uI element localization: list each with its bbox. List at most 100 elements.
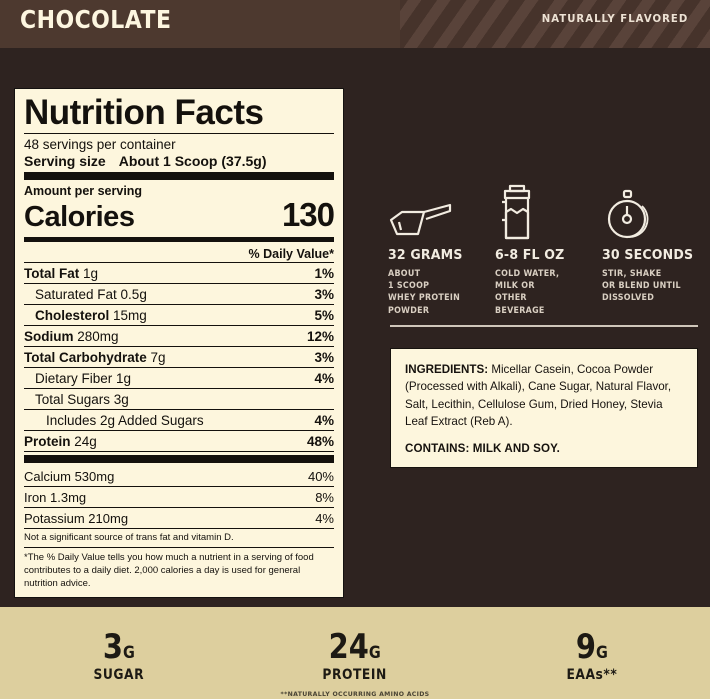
nutrient-label: Saturated Fat 0.5g (35, 286, 147, 302)
scoop-icon (388, 180, 486, 242)
stat-value: 9G (576, 630, 608, 664)
nutrient-label: Cholesterol 15mg (35, 307, 147, 323)
nutrition-facts-title: Nutrition Facts (24, 93, 264, 132)
direction-headline: 6-8 FL OZ (495, 247, 565, 263)
nutrient-row: Total Sugars 3g (24, 389, 334, 409)
mineral-daily-value: 4% (315, 510, 334, 526)
stat-label: PROTEIN (322, 666, 388, 683)
allergen-contains-statement: CONTAINS: MILK AND SOY. (405, 441, 560, 455)
flavor-name: CHOCOLATE (20, 5, 172, 34)
divider (24, 528, 334, 529)
divider (24, 486, 334, 487)
nutrient-daily-value: 4% (314, 370, 334, 386)
stat-eaas: 9G EAAs** (473, 607, 710, 699)
amount-per-serving-label: Amount per serving (24, 184, 143, 198)
mineral-label: Iron 1.3mg (24, 489, 87, 505)
mineral-label: Calcium 530mg (24, 468, 115, 484)
nutrient-row: Total Fat 1g 1% (24, 263, 334, 283)
nutrient-row: Includes 2g Added Sugars 4% (24, 410, 334, 430)
nutrient-row: Cholesterol 15mg 5% (24, 305, 334, 325)
mineral-row: Calcium 530mg 40% (24, 466, 334, 486)
stat-value: 3G (102, 630, 134, 664)
nutrient-daily-value: 1% (314, 265, 334, 281)
divider (24, 388, 334, 389)
nutrient-daily-value: 12% (306, 328, 334, 344)
stat-value: 24G (329, 630, 381, 664)
mineral-label: Potassium 210mg (24, 510, 129, 526)
stat-protein: 24G PROTEIN (237, 607, 474, 699)
stat-unit: G (369, 642, 382, 663)
nutrient-daily-value: 5% (314, 307, 334, 323)
nutrient-row: Saturated Fat 0.5g 3% (24, 284, 334, 304)
serving-size-row: Serving size About 1 Scoop (37.5g) (24, 152, 334, 169)
direction-headline: 32 GRAMS (388, 247, 463, 263)
nutrient-label: Total Fat 1g (24, 265, 99, 281)
nutrient-row: Dietary Fiber 1g 4% (24, 368, 334, 388)
stat-label: SUGAR (93, 666, 144, 683)
nutrient-row: Sodium 280mg 12% (24, 326, 334, 346)
divider (24, 546, 334, 548)
nutrient-label: Includes 2g Added Sugars (46, 412, 204, 428)
divider (24, 283, 334, 284)
stat-number: 9 (575, 626, 596, 667)
naturally-flavored-tag: NATURALLY FLAVORED (541, 12, 688, 25)
stat-unit: G (595, 642, 608, 663)
nutrient-daily-value: 3% (314, 286, 334, 302)
nutrient-label: Sodium 280mg (24, 328, 119, 344)
nutrient-rows: Total Fat 1g 1% Saturated Fat 0.5g 3% Choles… (24, 263, 334, 452)
nutrient-daily-value: 48% (306, 433, 334, 449)
not-significant-source-note: Not a significant source of trans fat an… (24, 532, 234, 543)
shaker-bottle-icon (495, 180, 593, 242)
nutrient-label: Total Carbohydrate 7g (24, 349, 166, 365)
divider (24, 346, 334, 347)
mineral-row: Iron 1.3mg 8% (24, 487, 334, 507)
mineral-row: Potassium 210mg 4% (24, 508, 334, 528)
divider (24, 409, 334, 410)
divider (24, 451, 334, 452)
diagonal-stripe-pattern (400, 0, 710, 48)
divider (24, 430, 334, 431)
ingredients-label: INGREDIENTS: (405, 363, 489, 376)
daily-value-header: % Daily Value* (248, 247, 334, 261)
nutrient-label: Total Sugars 3g (35, 391, 129, 407)
calories-row: Calories 130 (24, 196, 335, 234)
direction-detail: COLD WATER, MILK OR OTHER BEVERAGE (495, 268, 560, 315)
direction-headline: 30 SECONDS (602, 247, 694, 263)
divider (24, 507, 334, 508)
divider (24, 304, 334, 305)
stat-label: EAAs** (566, 667, 617, 683)
divider (24, 367, 334, 368)
stat-unit: G (122, 642, 135, 663)
direction-detail: STIR, SHAKE OR BLEND UNTIL DISSOLVED (602, 268, 681, 303)
nutrient-daily-value: 4% (314, 412, 334, 428)
stat-number: 24 (328, 626, 370, 667)
divider (24, 133, 334, 134)
calories-value: 130 (281, 196, 335, 233)
direction-step-liquid: 6-8 FL OZ COLD WATER, MILK OR OTHER BEVERAG… (495, 180, 593, 316)
direction-step-scoop: 32 GRAMS ABOUT 1 SCOOP WHEY PROTEIN POWDER (388, 180, 486, 316)
ingredients-list: Micellar Casein, Cocoa Powder (Processed… (405, 363, 672, 429)
stat-label-text: EAAs (566, 666, 604, 683)
divider-medium (24, 237, 334, 242)
stat-marker: ** (603, 666, 618, 683)
stat-sugar: 3G SUGAR (0, 607, 237, 699)
mineral-daily-value: 40% (307, 468, 334, 484)
calories-label: Calories (24, 201, 135, 233)
directions-row: 32 GRAMS ABOUT 1 SCOOP WHEY PROTEIN POWDER … (388, 180, 700, 316)
direction-detail: ABOUT 1 SCOOP WHEY PROTEIN POWDER (388, 268, 461, 315)
nutrient-label: Protein 24g (24, 433, 97, 449)
section-divider (390, 325, 698, 327)
divider-thick (24, 455, 334, 463)
divider-thick (24, 172, 334, 180)
nutrient-row: Total Carbohydrate 7g 3% (24, 347, 334, 367)
macro-stats-bar: 3G SUGAR 24G PROTEIN 9G EAAs** **NATURAL… (0, 607, 710, 699)
ingredients-text: INGREDIENTS: Micellar Casein, Cocoa Powd… (405, 361, 684, 431)
mineral-daily-value: 8% (315, 489, 334, 505)
direction-step-time: 30 SECONDS STIR, SHAKE OR BLEND UNTIL DISS… (602, 180, 700, 316)
nutrition-facts-panel: Nutrition Facts 48 servings per containe… (14, 88, 344, 599)
ingredients-box: INGREDIENTS: Micellar Casein, Cocoa Powd… (390, 348, 698, 468)
divider (24, 262, 334, 263)
divider (24, 325, 334, 326)
nutrient-row: Protein 24g 48% (24, 431, 334, 451)
serving-size-value: About 1 Scoop (37.5g) (118, 153, 267, 169)
